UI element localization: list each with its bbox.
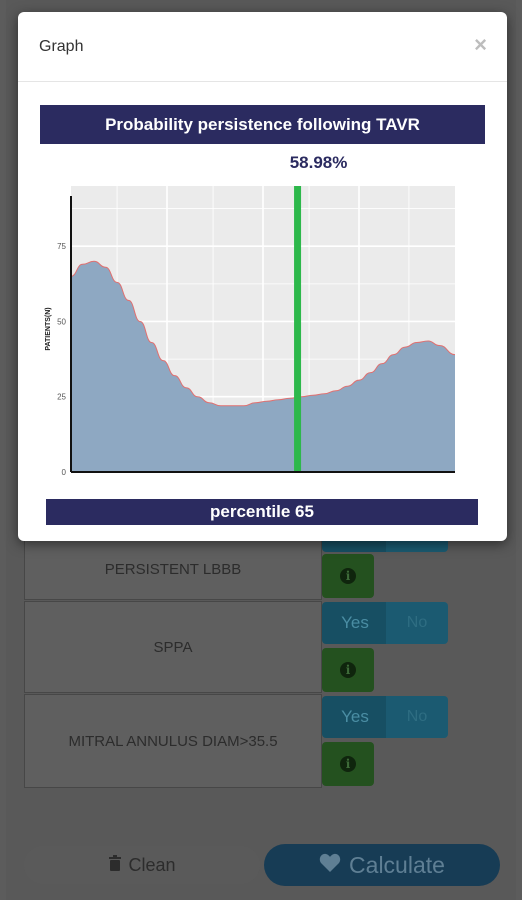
close-icon[interactable]: × xyxy=(474,32,487,57)
y-ticks: 0 25 50 75 xyxy=(57,242,66,477)
info-button[interactable]: i xyxy=(322,648,374,692)
graph-modal: Graph × Probability persistence followin… xyxy=(18,12,507,541)
calculate-label: Calculate xyxy=(349,851,445,878)
row-label: SPPA xyxy=(153,638,193,656)
calculate-button[interactable]: Calculate xyxy=(264,844,500,886)
yes-button[interactable]: Yes xyxy=(322,696,388,738)
y-axis-label: PATIENTS(N) xyxy=(45,307,52,350)
info-button[interactable]: i xyxy=(322,554,374,598)
row-sppa: SPPA xyxy=(24,601,322,693)
modal-title: Graph xyxy=(39,38,84,55)
y-tick-label: 0 xyxy=(62,468,67,477)
clean-button[interactable]: Clean xyxy=(24,846,260,884)
marker-line xyxy=(294,186,302,472)
info-button[interactable]: i xyxy=(322,742,374,786)
y-tick-label: 75 xyxy=(57,242,66,251)
info-icon: i xyxy=(340,662,356,678)
info-icon: i xyxy=(340,756,356,772)
yes-button[interactable]: Yes xyxy=(322,602,388,644)
no-button[interactable]: No xyxy=(386,602,448,644)
row-label: PERSISTENT LBBB xyxy=(104,560,242,578)
y-tick-label: 50 xyxy=(57,317,66,326)
marker-label: 58.98% xyxy=(290,153,348,172)
series-line xyxy=(70,260,456,407)
modal-header: Graph × xyxy=(18,12,507,82)
heart-icon xyxy=(319,852,341,879)
info-icon: i xyxy=(340,568,356,584)
trash-icon xyxy=(108,854,122,876)
no-button[interactable]: No xyxy=(386,696,448,738)
percentile-bar: percentile 65 xyxy=(46,499,478,525)
chart: 58.98% 0 25 50 75 PATIENTS(N) xyxy=(45,153,456,477)
series-area xyxy=(71,261,455,472)
y-tick-label: 25 xyxy=(57,393,66,402)
row-mitral-annulus: MITRAL ANNULUS DIAM>35.5 xyxy=(24,694,322,788)
clean-label: Clean xyxy=(128,854,176,875)
row-persistent-lbbb: PERSISTENT LBBB xyxy=(24,530,322,600)
chart-title: Probability persistence following TAVR xyxy=(40,105,485,144)
row-label: MITRAL ANNULUS DIAM>35.5 xyxy=(68,732,278,750)
